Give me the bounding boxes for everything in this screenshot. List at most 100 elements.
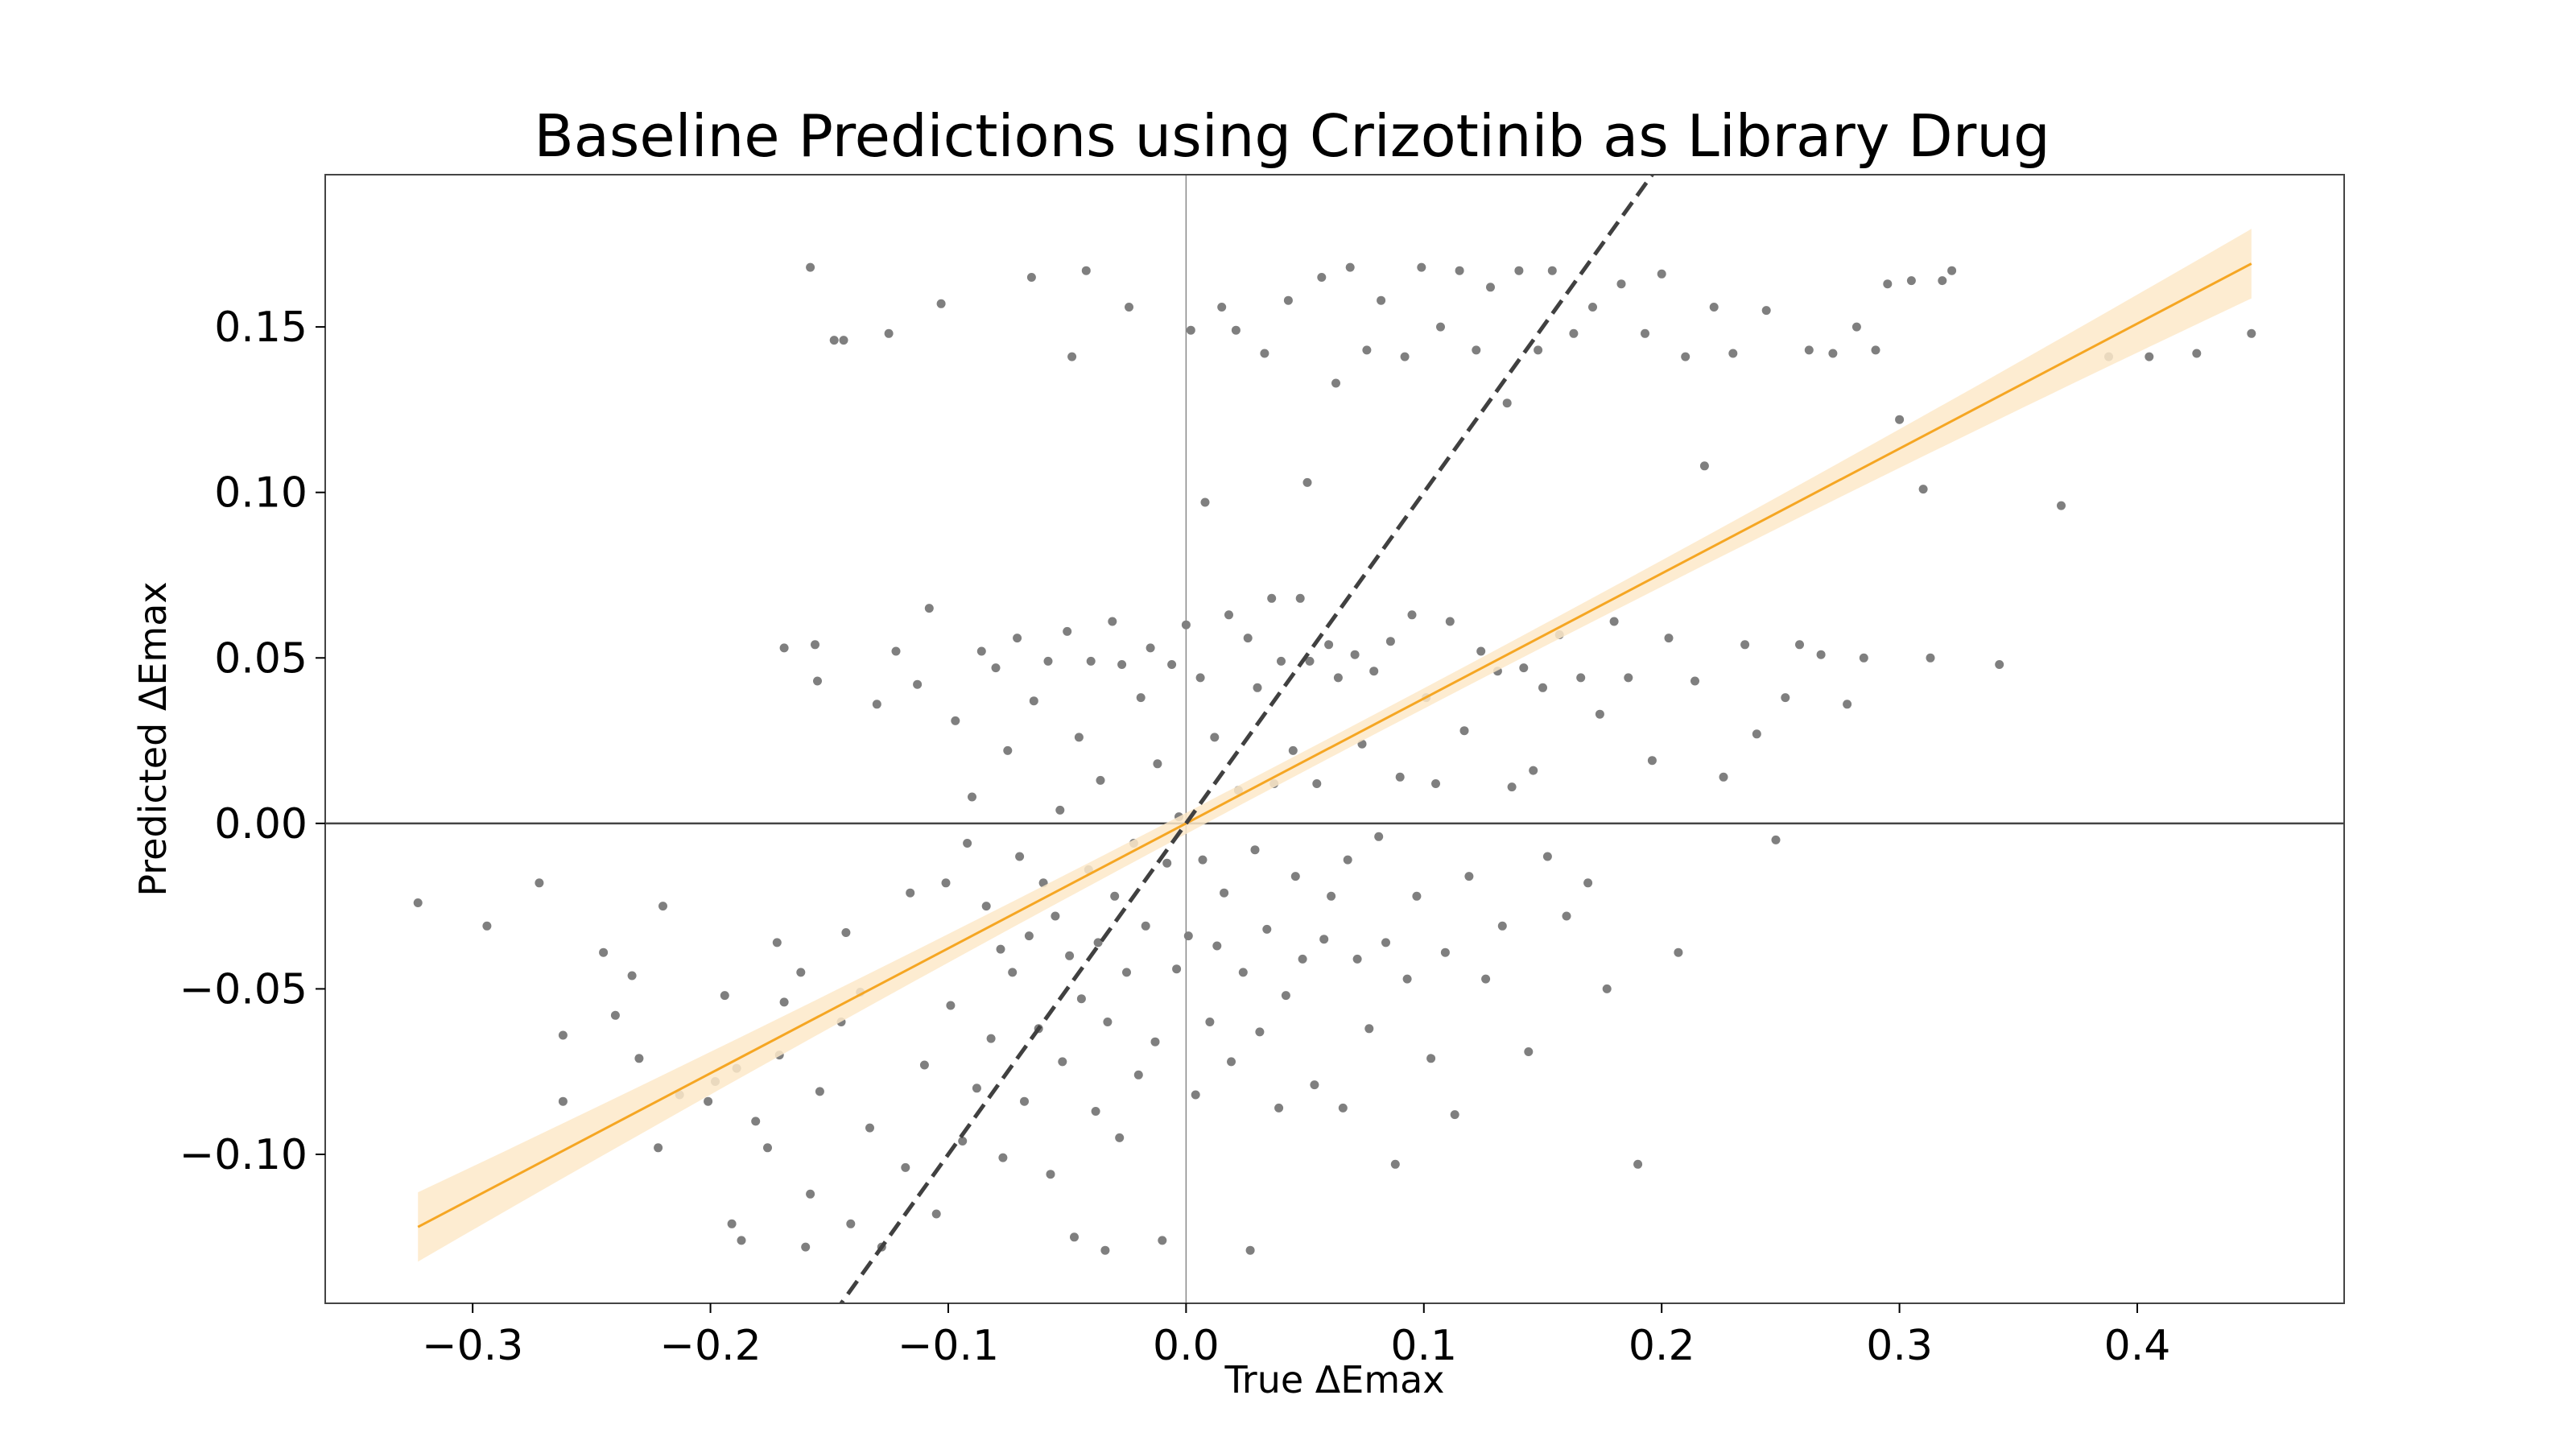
data-point [1781, 693, 1790, 703]
data-point [841, 928, 851, 937]
data-point [1070, 1232, 1079, 1242]
data-point [815, 1087, 824, 1096]
data-point [941, 878, 951, 888]
data-point [1369, 667, 1379, 676]
data-point [1290, 872, 1300, 881]
data-point [1529, 766, 1538, 775]
data-point [1103, 1018, 1113, 1026]
data-point [627, 971, 637, 980]
data-point [901, 1162, 910, 1172]
data-point [772, 938, 782, 947]
data-point [976, 646, 986, 656]
data-point [751, 1117, 761, 1126]
data-point [936, 299, 946, 308]
data-point [1191, 1090, 1200, 1100]
data-point [806, 1189, 815, 1199]
data-point [1633, 1159, 1643, 1169]
data-point [981, 902, 991, 911]
data-point [1390, 1159, 1400, 1169]
data-point [1200, 497, 1210, 507]
data-point [839, 336, 848, 345]
data-point [1133, 1070, 1143, 1080]
data-point [558, 1096, 568, 1106]
data-point [1281, 991, 1290, 1001]
data-point [1029, 696, 1038, 706]
data-point [1086, 656, 1096, 666]
data-point [1476, 646, 1486, 656]
data-point [1245, 1245, 1255, 1255]
data-point [1074, 733, 1084, 742]
data-point [1058, 1057, 1067, 1067]
data-point [1096, 775, 1105, 785]
data-point [1843, 700, 1852, 709]
data-point [1514, 266, 1524, 275]
data-point [796, 968, 806, 977]
data-point [1108, 617, 1117, 626]
x-axis-ticks: −0.3 −0.2 −0.1 0.0 0.1 0.2 0.3 0.4 [422, 1303, 2170, 1370]
data-point [1412, 891, 1422, 901]
data-point [1352, 954, 1362, 964]
data-point [1431, 779, 1440, 788]
data-point [1076, 994, 1086, 1004]
data-point [1117, 660, 1127, 669]
data-point [558, 1030, 568, 1040]
data-point [1067, 352, 1077, 361]
data-point [1576, 673, 1586, 683]
data-point [1562, 911, 1571, 921]
data-point [963, 839, 972, 848]
data-point [1319, 935, 1329, 944]
data-point [634, 1054, 644, 1063]
data-point [1288, 745, 1298, 755]
data-point [1312, 779, 1322, 788]
data-point [991, 663, 1001, 673]
data-point [1195, 673, 1205, 683]
data-point [704, 1096, 713, 1106]
data-point [1459, 726, 1469, 736]
data-point [1136, 693, 1146, 703]
data-point [1400, 352, 1410, 361]
data-point [1115, 1133, 1125, 1142]
data-point [1464, 872, 1474, 881]
data-point [1198, 855, 1208, 865]
data-point [1186, 325, 1195, 335]
data-point [846, 1219, 856, 1228]
data-point [1146, 643, 1155, 653]
data-point [482, 921, 492, 931]
data-point [1906, 276, 1916, 286]
data-point [658, 902, 667, 911]
data-point [1445, 617, 1455, 626]
data-point [1538, 683, 1547, 692]
data-point [1345, 262, 1355, 272]
data-point [1295, 593, 1305, 603]
data-point [1407, 610, 1417, 620]
data-point [1181, 620, 1191, 630]
plot-frame [324, 174, 2345, 1304]
data-point [727, 1219, 737, 1228]
data-point [1081, 266, 1091, 275]
data-point [1740, 640, 1750, 650]
data-point [1588, 303, 1597, 312]
data-point [1417, 262, 1426, 272]
y-axis-ticks: −0.10 −0.05 0.00 0.05 0.10 0.15 [180, 303, 325, 1179]
data-point [1003, 745, 1013, 755]
data-point [654, 1143, 663, 1153]
data-point [1761, 306, 1771, 316]
data-point [811, 640, 819, 650]
data-point [1220, 888, 1229, 898]
data-point [1020, 1096, 1029, 1106]
data-point [872, 700, 881, 709]
data-point [1602, 984, 1612, 993]
data-point [2247, 328, 2256, 338]
data-point [924, 604, 934, 613]
data-point [1150, 1037, 1160, 1046]
data-point [1065, 951, 1075, 960]
data-point [737, 1236, 746, 1245]
data-point [1828, 349, 1838, 358]
regression-line [417, 262, 2252, 1228]
data-point [1859, 653, 1868, 663]
data-point [1267, 593, 1277, 603]
data-point [1333, 673, 1343, 683]
data-point [1141, 921, 1150, 931]
data-point [1385, 637, 1395, 646]
